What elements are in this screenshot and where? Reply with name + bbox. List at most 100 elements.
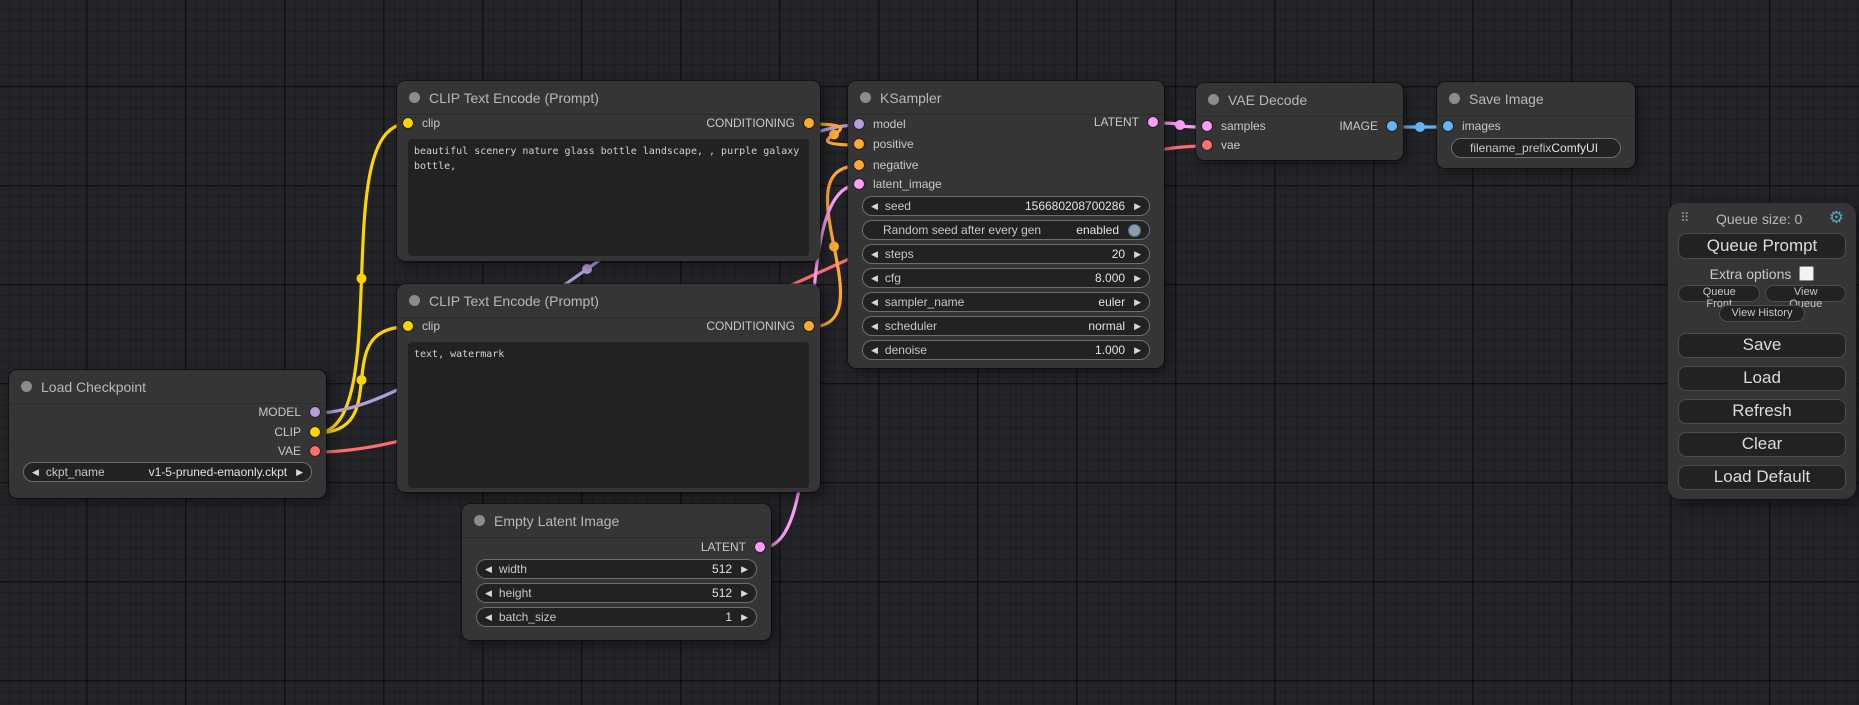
decrement-arrow-icon[interactable]: ◀ [871,296,878,307]
node-empty-latent-image[interactable]: Empty Latent Image LATENT ◀ width 512 ▶ ◀ heigh… [461,503,772,641]
increment-arrow-icon[interactable]: ▶ [1134,296,1141,307]
input-port-clip: clip [403,116,440,130]
output-port-dot-CONDITIONING[interactable] [804,118,814,128]
increment-arrow-icon[interactable]: ▶ [1134,320,1141,331]
node-title: KSampler [880,89,942,106]
increment-arrow-icon[interactable]: ▶ [741,587,748,598]
output-port-dot-LATENT[interactable] [1148,117,1158,127]
drag-handle-icon[interactable]: ⠿ [1680,211,1690,226]
decrement-arrow-icon[interactable]: ◀ [485,563,492,574]
port-label: latent_image [873,177,942,191]
input-port-dot-negative[interactable] [854,160,864,170]
input-port-dot-positive[interactable] [854,139,864,149]
widget-filename_prefix[interactable]: filename_prefix ComfyUI [1451,138,1621,158]
refresh-button[interactable]: Refresh [1678,398,1846,424]
extra-options-checkbox[interactable] [1799,266,1815,282]
input-port-dot-model[interactable] [854,119,864,129]
port-label: vae [1221,138,1241,152]
output-port-CONDITIONING: CONDITIONING [706,319,814,333]
output-port-dot-VAE[interactable] [310,446,320,456]
widget-width[interactable]: ◀ width 512 ▶ [476,559,757,579]
decrement-arrow-icon[interactable]: ◀ [871,200,878,211]
collapse-dot[interactable] [1449,93,1460,104]
view-history-button[interactable]: View History [1718,304,1806,322]
increment-arrow-icon[interactable]: ▶ [741,611,748,622]
queue-front-button[interactable]: Queue Front [1678,284,1761,310]
decrement-arrow-icon[interactable]: ◀ [32,466,39,477]
decrement-arrow-icon[interactable]: ◀ [485,587,492,598]
widget-ckpt_name[interactable]: ◀ ckpt_name v1-5-pruned-emaonly.ckpt ▶ [23,462,312,482]
node-ksampler[interactable]: KSampler model positive negative latent_imag… [847,80,1165,369]
node-title-bar: Save Image [1437,82,1635,116]
collapse-dot[interactable] [474,515,485,526]
output-port-CLIP: CLIP [274,425,320,439]
decrement-arrow-icon[interactable]: ◀ [485,611,492,622]
load-default-button[interactable]: Load Default [1678,464,1846,490]
node-save-image[interactable]: Save Image images filename_prefix ComfyUI [1436,81,1636,169]
collapse-dot[interactable] [409,92,420,103]
input-port-dot-clip[interactable] [403,118,413,128]
clear-button[interactable]: Clear [1678,431,1846,457]
output-port-dot-LATENT[interactable] [755,542,765,552]
widget-label: height [498,586,532,600]
input-port-dot-vae[interactable] [1202,140,1212,150]
widget-scheduler[interactable]: ◀ scheduler normal ▶ [862,316,1150,336]
prompt-textarea[interactable]: beautiful scenery nature glass bottle la… [408,139,809,256]
port-label: VAE [277,444,301,458]
node-title: Empty Latent Image [494,512,620,529]
output-port-MODEL: MODEL [258,405,320,419]
output-port-dot-IMAGE[interactable] [1387,121,1397,131]
decrement-arrow-icon[interactable]: ◀ [871,272,878,283]
settings-gear-icon[interactable]: ⚙ [1828,208,1844,228]
node-clip-text-encode-positive[interactable]: CLIP Text Encode (Prompt) clip CONDITIONIN… [396,80,821,262]
increment-arrow-icon[interactable]: ▶ [741,563,748,574]
view-queue-button[interactable]: View Queue [1765,284,1846,310]
input-port-dot-samples[interactable] [1202,121,1212,131]
collapse-dot[interactable] [860,92,871,103]
widget-denoise[interactable]: ◀ denoise 1.000 ▶ [862,340,1150,360]
collapse-dot[interactable] [1208,94,1219,105]
increment-arrow-icon[interactable]: ▶ [1134,272,1141,283]
output-port-dot-CLIP[interactable] [310,427,320,437]
output-port-dot-CONDITIONING[interactable] [804,321,814,331]
widget-cfg[interactable]: ◀ cfg 8.000 ▶ [862,268,1150,288]
increment-arrow-icon[interactable]: ▶ [1134,200,1141,211]
input-port-dot-latent_image[interactable] [854,179,864,189]
node-clip-text-encode-negative[interactable]: CLIP Text Encode (Prompt) clip CONDITIONIN… [396,283,821,493]
collapse-dot[interactable] [409,295,420,306]
output-port-dot-MODEL[interactable] [310,407,320,417]
widget-seed[interactable]: ◀ seed 156680208700286 ▶ [862,196,1150,216]
queue-prompt-button[interactable]: Queue Prompt [1678,233,1846,259]
port-label: CONDITIONING [706,319,795,333]
toggle-icon[interactable] [1128,223,1141,237]
decrement-arrow-icon[interactable]: ◀ [871,344,878,355]
widget-batch_size[interactable]: ◀ batch_size 1 ▶ [476,607,757,627]
port-label: clip [422,319,441,333]
increment-arrow-icon[interactable]: ▶ [1134,344,1141,355]
output-port-CONDITIONING: CONDITIONING [706,116,814,130]
widget-sampler_name[interactable]: ◀ sampler_name euler ▶ [862,292,1150,312]
increment-arrow-icon[interactable]: ▶ [296,466,303,477]
increment-arrow-icon[interactable]: ▶ [1134,248,1141,259]
decrement-arrow-icon[interactable]: ◀ [871,320,878,331]
menu-header: ⠿ Queue size: 0 ⚙ [1678,208,1846,231]
port-label: clip [422,116,441,130]
save-button[interactable]: Save [1678,332,1846,358]
node-load-checkpoint[interactable]: Load Checkpoint MODEL CLIP VAE ◀ ckpt_name v1-… [8,369,327,499]
node-vae-decode[interactable]: VAE Decode samples vae IMAGE [1195,82,1404,161]
load-button[interactable]: Load [1678,365,1846,391]
input-port-dot-clip[interactable] [403,321,413,331]
widget-random-seed-after-every-gen[interactable]: Random seed after every gen enabled [862,220,1150,240]
link-midpoint-dot [1415,122,1425,132]
node-title-bar: Load Checkpoint [9,370,326,404]
widget-steps[interactable]: ◀ steps 20 ▶ [862,244,1150,264]
collapse-dot[interactable] [21,381,32,392]
prompt-textarea[interactable]: text, watermark [408,342,809,488]
decrement-arrow-icon[interactable]: ◀ [871,248,878,259]
input-port-dot-images[interactable] [1443,121,1453,131]
queue-size-label: Queue size: 0 [1715,210,1803,227]
widget-height[interactable]: ◀ height 512 ▶ [476,583,757,603]
output-port-LATENT: LATENT [701,540,765,554]
